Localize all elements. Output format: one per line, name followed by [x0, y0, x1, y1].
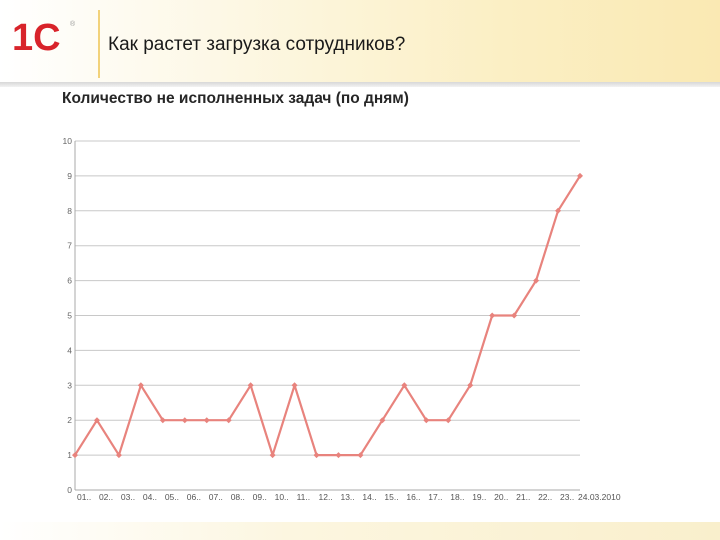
data-point [423, 417, 430, 424]
x-tick-label: 22.. [538, 492, 552, 502]
data-point [467, 382, 474, 389]
x-tick-label: 05.. [165, 492, 179, 502]
data-point [181, 417, 188, 424]
y-tick-labels: 0 1 2 3 4 5 6 7 8 9 10 [63, 136, 73, 495]
x-tick-label: 15.. [384, 492, 398, 502]
y-tick-label: 5 [67, 311, 72, 321]
y-tick-label: 1 [67, 450, 72, 460]
data-point [291, 382, 298, 389]
data-point [511, 312, 518, 319]
x-tick-labels: 01.. 02.. 03.. 04.. 05.. 06.. 07.. 08.. 09.. 10..… [77, 492, 621, 502]
x-tick-label: 21.. [516, 492, 530, 502]
data-point [93, 417, 100, 424]
x-tick-label: 04.. [143, 492, 157, 502]
x-tick-label: 12.. [319, 492, 333, 502]
y-tick-label: 6 [67, 276, 72, 286]
slide-header [0, 0, 720, 82]
data-point [533, 277, 540, 284]
x-tick-label: 20.. [494, 492, 508, 502]
data-point [489, 312, 496, 319]
series-line [74, 175, 581, 457]
x-tick-label: 13.. [340, 492, 354, 502]
x-tick-label: 23.. [560, 492, 574, 502]
x-tick-label: 16.. [406, 492, 420, 502]
data-point [247, 382, 254, 389]
y-tick-label: 10 [63, 136, 73, 146]
x-tick-label: 10.. [275, 492, 289, 502]
data-point [555, 207, 562, 214]
y-tick-label: 7 [67, 241, 72, 251]
x-tick-label: 19.. [472, 492, 486, 502]
svg-text:®: ® [70, 20, 76, 28]
y-tick-label: 0 [67, 485, 72, 495]
data-point [225, 417, 232, 424]
data-point [115, 452, 122, 459]
y-tick-label: 4 [67, 345, 72, 355]
svg-text:1С: 1С [12, 17, 61, 56]
data-point [72, 452, 78, 459]
x-tick-label: 24.03.2010 [578, 492, 621, 502]
page-title: Как растет загрузка сотрудников? [108, 34, 406, 55]
x-tick-label: 17.. [428, 492, 442, 502]
y-tick-label: 9 [67, 171, 72, 181]
data-point [577, 172, 583, 179]
data-point [335, 452, 342, 459]
x-tick-label: 02.. [99, 492, 113, 502]
x-tick-label: 11.. [297, 492, 311, 502]
series-line-0 [74, 175, 581, 457]
data-point [357, 452, 364, 459]
x-tick-label: 08.. [231, 492, 245, 502]
x-tick-label: 03.. [121, 492, 135, 502]
data-point [313, 452, 320, 459]
data-point [137, 382, 144, 389]
grid-lines [74, 140, 580, 491]
x-tick-label: 06.. [187, 492, 201, 502]
brand-logo-icon: 1С ® [12, 17, 76, 56]
data-point [379, 417, 386, 424]
data-point [203, 417, 210, 424]
data-point [401, 382, 408, 389]
y-tick-label: 3 [67, 380, 72, 390]
logo-divider [98, 10, 100, 78]
x-tick-label: 18.. [450, 492, 464, 502]
x-tick-label: 09.. [253, 492, 267, 502]
header-separator [0, 82, 720, 87]
chart-title: Количество не исполненных задач (по дням… [62, 90, 409, 107]
footer-band [0, 522, 720, 540]
x-tick-label: 01.. [77, 492, 91, 502]
y-tick-label: 2 [67, 415, 72, 425]
y-tick-label: 8 [67, 206, 72, 216]
data-point [269, 452, 276, 459]
x-tick-label: 14.. [362, 492, 376, 502]
data-point [159, 417, 166, 424]
data-points [72, 172, 583, 459]
x-tick-label: 07.. [209, 492, 223, 502]
data-point [445, 417, 452, 424]
